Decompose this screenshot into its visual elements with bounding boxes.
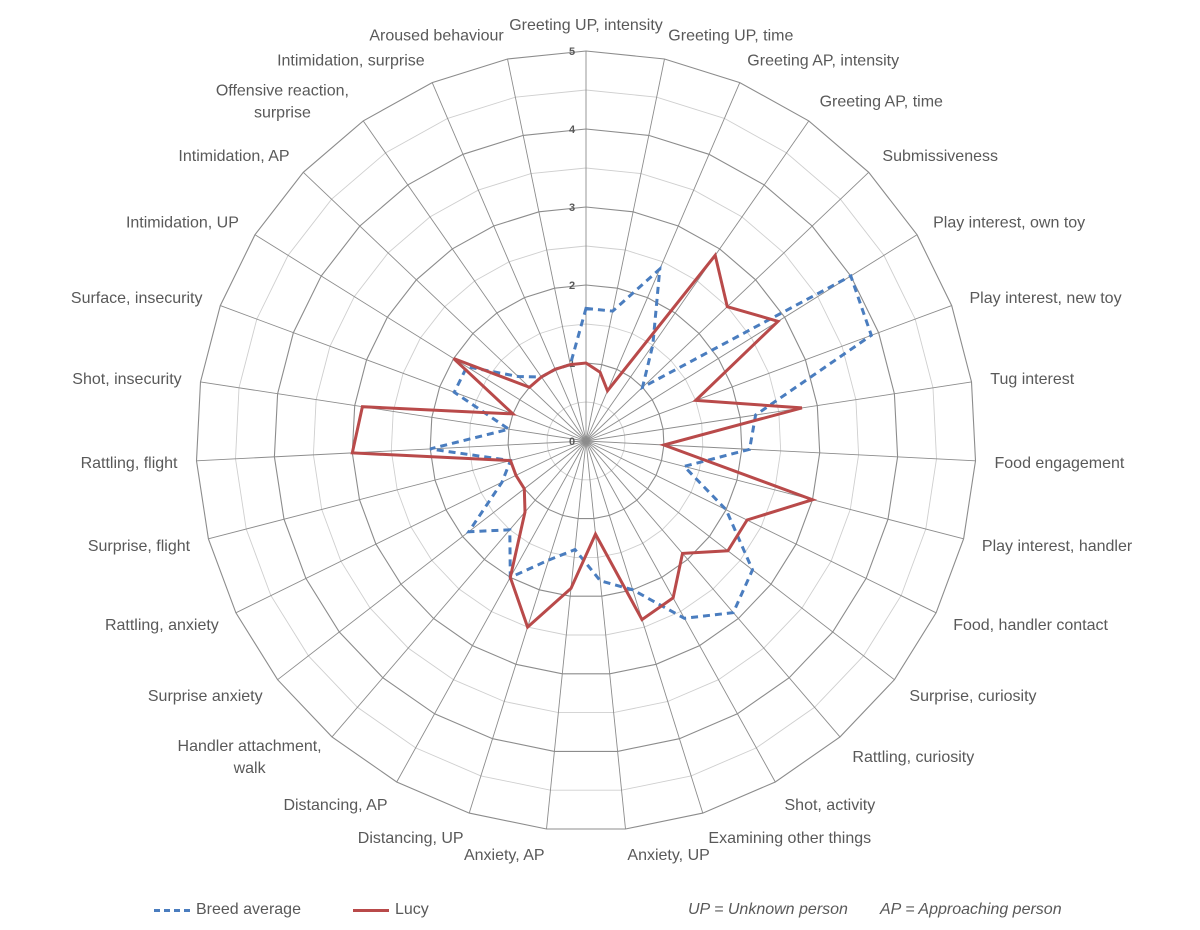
radar-spoke-food-engagement	[585, 440, 976, 462]
axis-label-surprise-flight: Surprise, flight	[88, 538, 191, 555]
radar-spoke-aroused-behaviour	[507, 58, 587, 442]
grid-ring	[507, 362, 665, 520]
radar-spoke-play-interest-own-toy	[585, 234, 918, 442]
legend-swatch-lucy	[353, 908, 389, 912]
axis-label-intimidation-up: Intimidation, UP	[126, 215, 239, 232]
series-line-breed-average	[429, 265, 874, 620]
radar-axes	[196, 51, 976, 830]
radar-spoke-tug-interest	[585, 381, 972, 442]
radar-spoke-offensive-reaction-surprise	[362, 120, 587, 442]
axis-label-surprise-anxiety: Surprise anxiety	[148, 688, 263, 705]
axis-label-play-interest-own-toy: Play interest, own toy	[933, 215, 1085, 232]
radar-spoke-examining-other-things	[585, 440, 704, 814]
radar-spoke-distancing-ap	[396, 440, 587, 783]
radar-spoke-anxiety-ap	[546, 440, 587, 830]
radar-series	[350, 251, 874, 630]
axis-label-distancing-ap: Distancing, AP	[283, 797, 387, 814]
radar-spoke-surprise-anxiety	[277, 440, 587, 681]
r-tick-label: 2	[569, 280, 575, 292]
legend-item-lucy: Lucy	[353, 899, 429, 921]
radar-spoke-greeting-up-time	[585, 58, 665, 442]
axis-label-rattling-flight: Rattling, flight	[81, 455, 178, 472]
radar-spoke-intimidation-up	[254, 234, 587, 442]
radar-spoke-anxiety-up	[585, 440, 626, 830]
radar-spoke-play-interest-handler	[585, 440, 964, 540]
radar-spoke-greeting-ap-time	[585, 120, 810, 442]
r-tick-label: 3	[569, 202, 575, 214]
grid-ring	[546, 401, 626, 481]
axis-label-surface-insecurity: Surface, insecurity	[71, 290, 203, 307]
axis-label-play-interest-handler: Play interest, handler	[982, 538, 1133, 555]
radar-spoke-intimidation-ap	[302, 171, 587, 442]
grid-ring	[429, 284, 743, 597]
axis-label-intimidation-surprise: Intimidation, surprise	[277, 53, 425, 70]
axis-label-greeting-ap-intensity: Greeting AP, intensity	[747, 53, 899, 70]
radar-spoke-handler-attachment-walk	[331, 440, 587, 738]
axis-label-greeting-ap-time: Greeting AP, time	[820, 93, 943, 110]
grid-ring	[195, 50, 977, 830]
radar-spoke-play-interest-new-toy	[585, 305, 952, 442]
axis-label-surprise-curiosity: Surprise, curiosity	[909, 688, 1036, 705]
radar-spoke-shot-insecurity	[200, 381, 587, 442]
axis-label-examining-other-things: Examining other things	[708, 830, 871, 847]
axis-label-rattling-curiosity: Rattling, curiosity	[852, 749, 974, 766]
r-tick-label: 0	[569, 436, 575, 448]
axis-label-greeting-up-intensity: Greeting UP, intensity	[509, 17, 663, 34]
grid-ring	[351, 206, 821, 675]
series-line-lucy	[350, 251, 818, 630]
radar-spoke-surprise-curiosity	[585, 440, 895, 681]
radar-spoke-intimidation-surprise	[431, 82, 587, 442]
axis-label-tug-interest: Tug interest	[990, 371, 1074, 388]
note-unknown-person: UP = Unknown person	[688, 901, 848, 918]
axis-label-rattling-anxiety: Rattling, anxiety	[105, 617, 219, 634]
axis-label-food-handler-contact: Food, handler contact	[953, 617, 1108, 634]
axis-label-handler-attachment-walk: Handler attachment, walk	[178, 738, 322, 777]
legend-swatch-breed-average	[154, 908, 190, 912]
axis-label-shot-activity: Shot, activity	[785, 797, 876, 814]
radar-spoke-rattling-flight	[196, 440, 587, 462]
note-approaching-person: AP = Approaching person	[880, 901, 1062, 918]
axis-label-play-interest-new-toy: Play interest, new toy	[970, 290, 1122, 307]
radar-spoke-surface-insecurity	[220, 305, 587, 442]
grid-ring	[312, 167, 860, 714]
legend-label-lucy: Lucy	[395, 901, 429, 918]
radar-axis-labels: Greeting UP, intensity Greeting UP, time G…	[71, 17, 1133, 864]
axis-label-distancing-up: Distancing, UP	[358, 830, 464, 847]
axis-label-anxiety-up: Anxiety, UP	[627, 847, 709, 864]
radar-spoke-shot-activity	[585, 440, 776, 783]
axis-label-food-engagement: Food engagement	[995, 455, 1125, 472]
axis-label-aroused-behaviour: Aroused behaviour	[369, 28, 504, 45]
radar-spoke-rattling-anxiety	[235, 440, 587, 614]
legend-label-breed-average: Breed average	[196, 901, 301, 918]
axis-label-shot-insecurity: Shot, insecurity	[72, 371, 181, 388]
radar-spoke-greeting-ap-intensity	[585, 82, 741, 442]
axis-label-anxiety-ap: Anxiety, AP	[464, 847, 545, 864]
axis-label-greeting-up-time: Greeting UP, time	[668, 28, 793, 45]
radar-spoke-food-handler-contact	[585, 440, 937, 614]
axis-label-submissiveness: Submissiveness	[882, 148, 998, 165]
radar-grid	[195, 50, 977, 830]
grid-ring	[235, 89, 937, 791]
legend-item-breed-average: Breed average	[154, 899, 301, 921]
radar-spoke-rattling-curiosity	[585, 440, 841, 738]
r-tick-label: 4	[569, 124, 576, 136]
radar-spoke-surprise-flight	[208, 440, 587, 540]
axis-label-intimidation-ap: Intimidation, AP	[178, 148, 289, 165]
r-tick-label: 5	[569, 46, 575, 58]
axis-label-offensive-reaction-surprise: Offensive reaction, surprise	[216, 82, 349, 121]
